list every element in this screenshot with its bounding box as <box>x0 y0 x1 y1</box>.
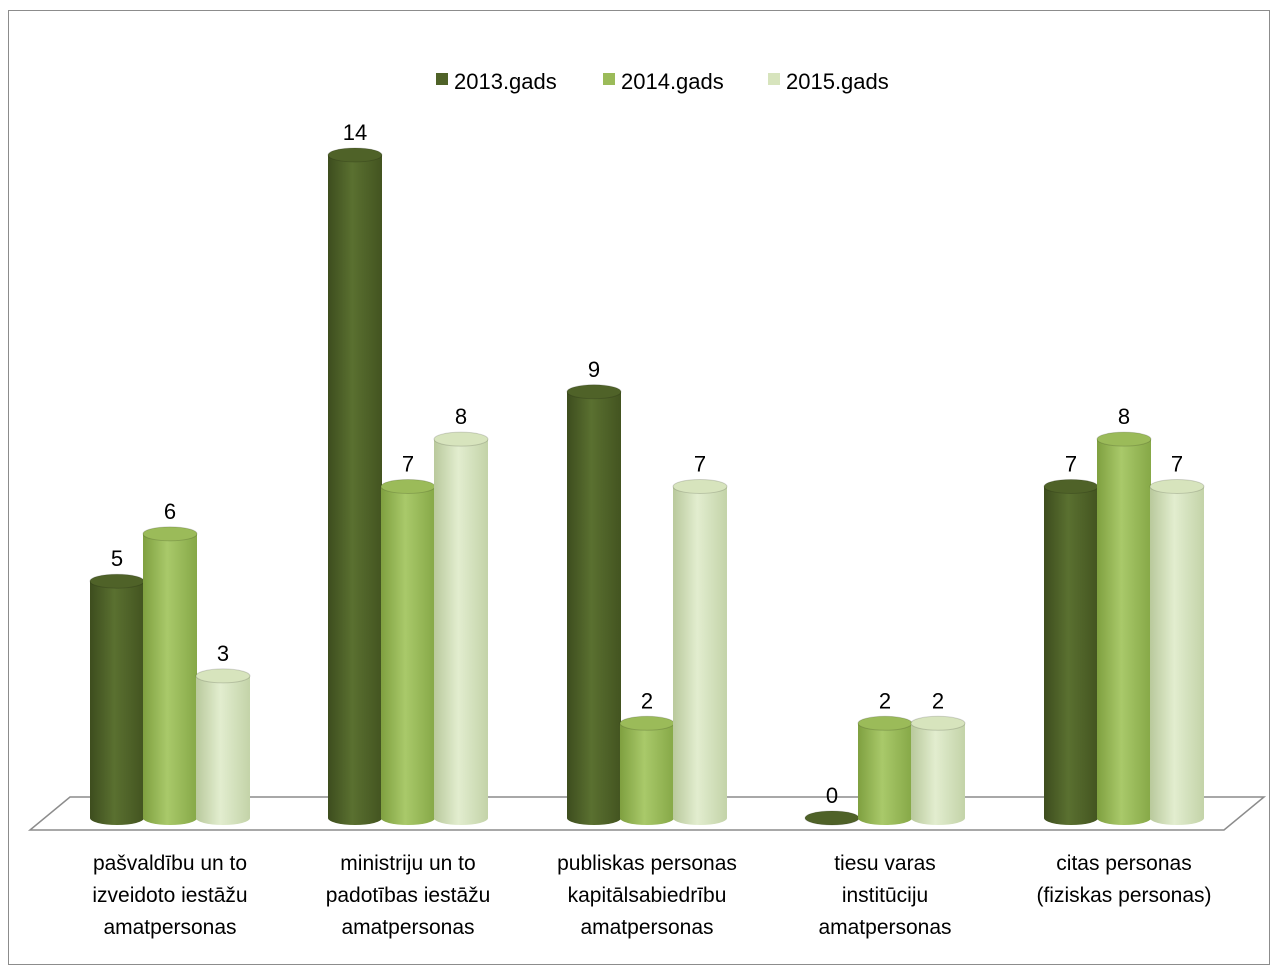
data-label: 2 <box>932 688 944 713</box>
category-label: tiesu varas institūciju amatpersonas <box>818 852 951 939</box>
data-label: 8 <box>1118 404 1130 429</box>
bar-top <box>1043 479 1099 494</box>
bar-2014.gads-3 <box>857 715 913 825</box>
data-label: 6 <box>164 499 176 524</box>
bar-top <box>433 431 489 447</box>
bar-body <box>673 486 727 825</box>
data-label: 14 <box>343 120 367 145</box>
legend-label-2014.gads: 2014.gads <box>621 69 724 94</box>
legend-swatch-2013.gads <box>436 73 448 85</box>
category-label: ministriju un to padotības iestāžu amatper… <box>326 852 491 939</box>
bar-body <box>434 439 488 825</box>
bar-top <box>1096 431 1152 447</box>
data-label: 7 <box>1171 452 1183 477</box>
data-label: 7 <box>1065 452 1077 477</box>
bar-2014.gads-4 <box>1096 431 1152 825</box>
legend-label-2015.gads: 2015.gads <box>786 69 889 94</box>
bar-top <box>857 715 913 731</box>
bar-2015.gads-2 <box>672 479 728 825</box>
bar-2013.gads-2 <box>566 384 622 825</box>
bar-top <box>672 479 728 494</box>
bar-2015.gads-4 <box>1149 479 1205 825</box>
data-label: 2 <box>879 688 891 713</box>
legend: 2013.gads 2014.gads 2015.gads <box>436 69 889 94</box>
bar-2014.gads-1 <box>380 479 436 825</box>
legend-swatch-2015.gads <box>768 73 780 85</box>
bar-top <box>195 668 251 684</box>
bar-top <box>1149 479 1205 494</box>
data-label: 2 <box>641 688 653 713</box>
bar-2013.gads-1 <box>327 147 383 825</box>
bar-body <box>911 723 965 825</box>
category-label: publiskas personas kapitālsabiedrību amatp… <box>557 852 737 939</box>
legend-swatch-2014.gads <box>603 73 615 85</box>
bar-body <box>1044 486 1098 825</box>
bar-2013.gads-3 <box>804 810 860 826</box>
bar-2015.gads-3 <box>910 715 966 825</box>
legend-label-2013.gads: 2013.gads <box>454 69 557 94</box>
data-label: 0 <box>826 783 838 808</box>
bar-top <box>566 384 622 400</box>
bar-body <box>858 723 912 825</box>
bar-body <box>90 581 144 825</box>
bar-top <box>619 715 675 731</box>
bar-2014.gads-0 <box>142 526 198 825</box>
data-label: 7 <box>402 452 414 477</box>
bar-body <box>381 486 435 825</box>
data-label: 9 <box>588 357 600 382</box>
bar-body <box>1150 486 1204 825</box>
category-label: pašvaldību un to izveidoto iestāžu amatper… <box>92 852 247 939</box>
data-label: 7 <box>694 452 706 477</box>
category-label: citas personas (fiziskas personas) <box>1036 852 1211 907</box>
bar-2015.gads-0 <box>195 668 251 825</box>
bar-2013.gads-4 <box>1043 479 1099 825</box>
bar-body <box>143 533 197 825</box>
bar-body <box>196 675 250 825</box>
data-label: 8 <box>455 404 467 429</box>
bar-body <box>1097 439 1151 825</box>
bar-top <box>804 810 860 826</box>
bar-2014.gads-2 <box>619 715 675 825</box>
bar-top <box>380 479 436 494</box>
data-label: 3 <box>217 641 229 666</box>
bar-top <box>89 573 145 589</box>
data-label: 5 <box>111 546 123 571</box>
bar-body <box>567 391 621 825</box>
bar-2015.gads-1 <box>433 431 489 825</box>
bar-top <box>910 715 966 731</box>
bar-2013.gads-0 <box>89 573 145 825</box>
bar-body <box>328 155 382 825</box>
bar-top <box>327 147 383 163</box>
bar-top <box>142 526 198 542</box>
bar-body <box>620 723 674 825</box>
